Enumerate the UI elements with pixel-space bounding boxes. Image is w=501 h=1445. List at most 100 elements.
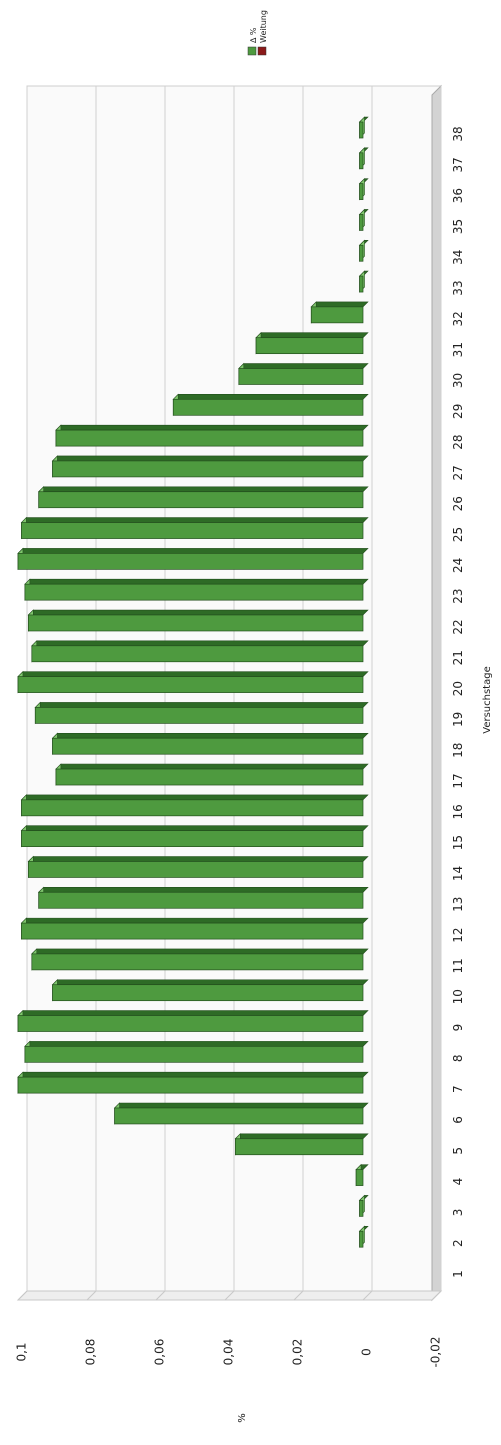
x-tick-label: 38: [451, 126, 465, 141]
plot-floor: [431, 84, 442, 1302]
x-tick-label: 6: [451, 1116, 465, 1124]
x-tick-label: 14: [451, 866, 465, 881]
bar: [359, 214, 364, 231]
x-tick-label: 12: [451, 927, 465, 942]
x-tick-label: 9: [451, 1024, 465, 1032]
x-tick-label: 20: [451, 681, 465, 696]
bar: [255, 337, 364, 355]
x-tick-label: 11: [451, 958, 465, 973]
y-tick-label: 0,02: [291, 1339, 305, 1366]
x-tick-label: 3: [451, 1209, 465, 1217]
bar-top-face: [24, 1041, 369, 1047]
bar: [52, 737, 364, 755]
x-tick-label: 18: [451, 743, 465, 758]
bar-top-face: [31, 948, 369, 955]
x-axis-title: Versuchstage: [482, 666, 493, 733]
bar: [28, 614, 364, 632]
gridline-foot: [86, 1290, 97, 1301]
x-tick-label: 22: [451, 619, 465, 634]
bar: [17, 676, 364, 693]
bar: [21, 799, 364, 817]
x-tick-label: 27: [451, 465, 465, 480]
bar-top-face: [27, 856, 369, 862]
bar: [34, 707, 364, 724]
x-tick-label: 19: [451, 712, 465, 727]
bar: [359, 1200, 364, 1217]
bar: [17, 1076, 364, 1094]
x-tick-label: 33: [451, 280, 465, 295]
bar: [55, 768, 364, 786]
bar: [238, 368, 364, 385]
bar: [359, 244, 364, 262]
bar: [359, 152, 364, 170]
y-tick-label: 0,04: [222, 1339, 236, 1366]
bar-top-face: [20, 825, 369, 831]
bar-top-face: [17, 1010, 369, 1016]
bar: [21, 830, 364, 847]
bar: [55, 429, 364, 447]
bar-top-face: [172, 394, 369, 400]
bar: [31, 953, 364, 971]
bar-top-face: [55, 424, 369, 431]
bar-top-face: [27, 609, 369, 616]
bar: [172, 398, 364, 416]
bar-top-face: [255, 332, 369, 338]
x-tick-label: 34: [451, 250, 465, 265]
bar: [359, 121, 364, 139]
x-tick-label: 23: [451, 589, 465, 604]
x-tick-label: 21: [451, 650, 465, 665]
x-tick-label: 31: [451, 342, 465, 357]
bar-top-face: [234, 1133, 369, 1140]
x-tick-label: 24: [451, 558, 465, 573]
bar: [17, 1015, 364, 1032]
gridline-foot: [155, 1290, 166, 1301]
bar-top-face: [20, 517, 369, 523]
x-tick-label: 5: [451, 1147, 465, 1155]
bar: [28, 861, 364, 878]
gridline-foot: [224, 1290, 235, 1301]
bar: [359, 183, 364, 200]
gridline-foot: [362, 1290, 373, 1301]
bar-top-face: [113, 1102, 369, 1109]
bar-top-face: [55, 763, 369, 770]
legend-swatch: [257, 46, 267, 56]
legend-label: ∆ %: [249, 27, 258, 44]
bar-top-face: [37, 887, 369, 893]
x-tick-label: 28: [451, 434, 465, 449]
gridline-foot: [293, 1290, 304, 1301]
x-tick-label: 32: [451, 311, 465, 326]
y-tick-label: 0: [360, 1348, 374, 1356]
bar: [355, 1169, 364, 1186]
y-axis-title: %: [237, 1413, 248, 1423]
legend-swatch: [247, 46, 257, 56]
bar-top-face: [17, 548, 369, 554]
x-tick-label: 8: [451, 1055, 465, 1063]
x-tick-label: 35: [451, 219, 465, 234]
x-tick-label: 37: [451, 157, 465, 172]
bar: [359, 1230, 364, 1248]
bar: [38, 491, 364, 509]
y-tick-label: 0,06: [153, 1339, 167, 1366]
bar: [24, 583, 364, 601]
bar-top-face: [238, 363, 369, 369]
y-tick-label: 0,08: [84, 1339, 98, 1366]
x-tick-label: 7: [451, 1085, 465, 1093]
bar: [24, 1045, 364, 1063]
bar: [17, 553, 364, 570]
x-tick-label: 30: [451, 373, 465, 388]
x-tick-label: 17: [451, 773, 465, 788]
bar: [359, 275, 364, 293]
x-tick-label: 10: [451, 989, 465, 1004]
x-tick-label: 26: [451, 496, 465, 511]
bar: [235, 1138, 364, 1156]
bar-top-face: [37, 486, 369, 493]
x-tick-label: 4: [451, 1178, 465, 1186]
bar: [114, 1107, 364, 1125]
x-tick-label: 36: [451, 188, 465, 203]
bar-top-face: [51, 732, 369, 739]
bar-top-face: [24, 578, 369, 585]
bar: [21, 522, 364, 539]
bar-top-face: [310, 301, 369, 308]
